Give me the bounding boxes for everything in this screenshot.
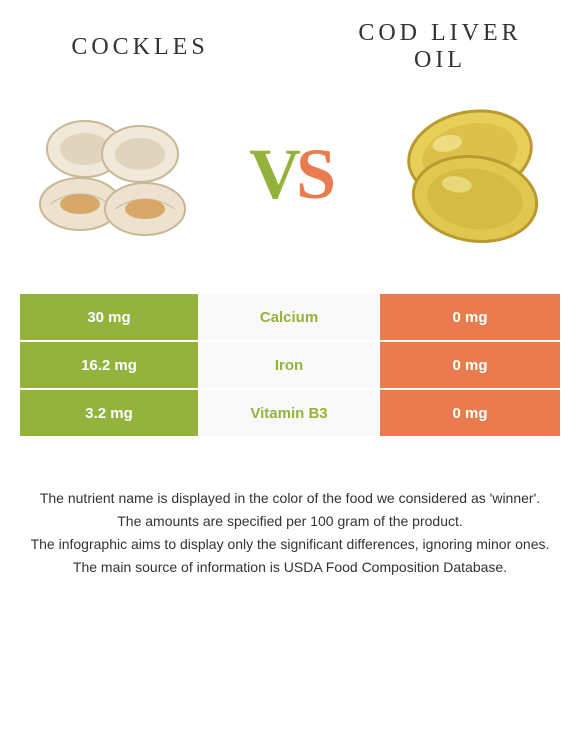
nutrient-table: 30 mg Calcium 0 mg 16.2 mg Iron 0 mg 3.2…: [20, 294, 560, 438]
right-value: 0 mg: [380, 342, 560, 388]
left-value: 3.2 mg: [20, 390, 200, 436]
vs-v: V: [249, 134, 296, 214]
table-row: 16.2 mg Iron 0 mg: [20, 342, 560, 390]
right-food-title: COD LIVER OIL: [340, 20, 540, 74]
left-value: 30 mg: [20, 294, 200, 340]
vs-s: S: [296, 134, 331, 214]
footer-line: The amounts are specified per 100 gram o…: [30, 511, 550, 532]
footer-line: The infographic aims to display only the…: [30, 534, 550, 555]
images-row: VS: [0, 84, 580, 284]
footer-line: The nutrient name is displayed in the co…: [30, 488, 550, 509]
left-food-title: COCKLES: [40, 34, 240, 61]
right-value: 0 mg: [380, 294, 560, 340]
right-value: 0 mg: [380, 390, 560, 436]
footer-line: The main source of information is USDA F…: [30, 557, 550, 578]
footer-notes: The nutrient name is displayed in the co…: [0, 438, 580, 578]
vs-label: VS: [249, 133, 331, 216]
left-value: 16.2 mg: [20, 342, 200, 388]
nutrient-name: Iron: [200, 342, 380, 388]
nutrient-name: Vitamin B3: [200, 390, 380, 436]
cod-liver-oil-image: [380, 94, 550, 254]
table-row: 3.2 mg Vitamin B3 0 mg: [20, 390, 560, 438]
nutrient-name: Calcium: [200, 294, 380, 340]
table-row: 30 mg Calcium 0 mg: [20, 294, 560, 342]
cockles-image: [30, 94, 200, 254]
header: COCKLES COD LIVER OIL: [0, 0, 580, 84]
